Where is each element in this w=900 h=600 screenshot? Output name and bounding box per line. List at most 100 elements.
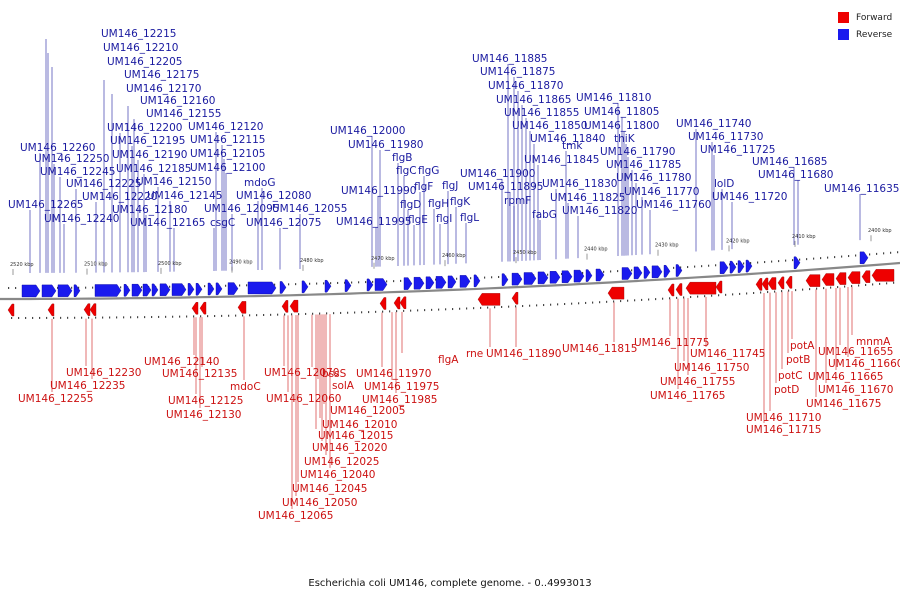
reverse-gene [511,272,523,286]
minor-tick [32,316,34,319]
reverse-gene-label: flgJ [442,180,458,192]
minor-tick [739,292,741,295]
minor-tick [792,259,794,262]
reverse-gene [501,273,509,286]
forward-gene-label: UM146_11815 [562,343,637,355]
tick-label: 2480 kbp [300,258,324,264]
forward-gene [667,283,675,297]
reverse-gene-label: UM146_12145 [147,190,222,202]
forward-gene-label: rne [466,348,483,360]
minor-tick [263,313,265,316]
minor-tick [795,289,797,292]
reverse-gene-label: flgH [428,198,449,210]
minor-tick [109,316,111,319]
reverse-gene [523,272,537,285]
reverse-gene [651,265,663,279]
reverse-gene [41,284,57,298]
reverse-gene-label: UM146_12260 [20,142,95,154]
minor-tick [60,316,62,319]
forward-gene-label: UM146_11750 [674,362,749,374]
reverse-gene-label: UM146_11875 [480,66,555,78]
minor-tick [466,307,468,310]
minor-tick [340,311,342,314]
tick-label: 2410 kbp [792,234,816,240]
forward-gene-label: UM146_11660 [828,358,900,370]
minor-tick [543,304,545,307]
minor-tick [494,306,496,309]
forward-gene-label: potD [774,384,799,396]
forward-gene [89,303,97,316]
reverse-gene-label: UM146_11785 [606,159,681,171]
minor-tick [834,256,836,259]
reverse-gene-label: flgB [392,152,412,164]
gene-arrows [7,251,895,317]
minor-tick [897,251,899,254]
reverse-gene-label: UM146_12080 [236,190,311,202]
reverse-gene [595,268,605,282]
minor-tick [431,308,433,311]
minor-tick [893,281,895,284]
minor-tick [284,313,286,316]
minor-tick [760,291,762,294]
minor-tick [694,265,696,268]
minor-tick [697,295,699,298]
minor-tick [701,265,703,268]
minor-tick [491,276,493,279]
forward-gene-label: UM146_12045 [292,483,367,495]
forward-gene-label: UM146_12135 [162,368,237,380]
minor-tick [855,254,857,257]
reverse-gene-label: UM146_11980 [348,139,423,151]
reverse-gene-label: UM146_12190 [112,149,187,161]
forward-gene [237,301,247,314]
reverse-gene-label: UM146_12150 [136,176,211,188]
minor-tick [886,282,888,285]
minor-tick [876,252,878,255]
minor-tick [806,258,808,261]
reverse-gene [663,265,671,278]
forward-gene-label: UM146_12235 [50,380,125,392]
reverse-gene-label: UM146_12095 [204,203,279,215]
minor-tick [830,286,832,289]
minor-tick [225,284,227,287]
minor-tick [319,312,321,315]
reverse-gene-label: UM146_11895 [468,181,543,193]
minor-tick [484,276,486,279]
minor-tick [536,304,538,307]
reverse-gene-label: UM146_11870 [488,80,563,92]
minor-tick [435,278,437,281]
reverse-gene-label: UM146_11845 [524,154,599,166]
minor-tick [603,270,605,273]
reverse-gene-label: UM146_12170 [126,83,201,95]
minor-tick [680,266,682,269]
forward-gene [871,269,895,282]
minor-tick [365,281,367,284]
tick-label: 2400 kbp [868,228,892,234]
minor-tick [393,280,395,283]
tick-label: 2490 kbp [229,260,253,266]
minor-tick [704,295,706,298]
minor-tick [382,310,384,313]
minor-tick [813,257,815,260]
forward-gene-label: UM146_11985 [362,394,437,406]
reverse-gene [859,251,869,265]
minor-tick [711,294,713,297]
reverse-gene [73,284,81,297]
minor-tick [648,298,650,301]
minor-tick [312,312,314,315]
reverse-gene [195,283,203,296]
minor-tick [732,293,734,296]
reverse-gene-label: flgF [414,181,433,193]
reverse-gene-label: lolD [714,178,734,190]
minor-tick [298,313,300,316]
minor-tick [344,281,346,284]
reverse-gene-label: flgL [460,212,479,224]
forward-gene-label: UM146_11890 [486,348,561,360]
reverse-gene-label: UM146_11725 [700,144,775,156]
tick-label: 2450 kbp [513,250,537,256]
forward-gene [755,278,763,291]
legend-forward: Forward [838,9,892,26]
reverse-gene [151,283,159,297]
reverse-gene-label: UM146_11780 [616,172,691,184]
minor-tick [158,315,160,318]
reverse-gene-label: csgC [210,217,235,229]
